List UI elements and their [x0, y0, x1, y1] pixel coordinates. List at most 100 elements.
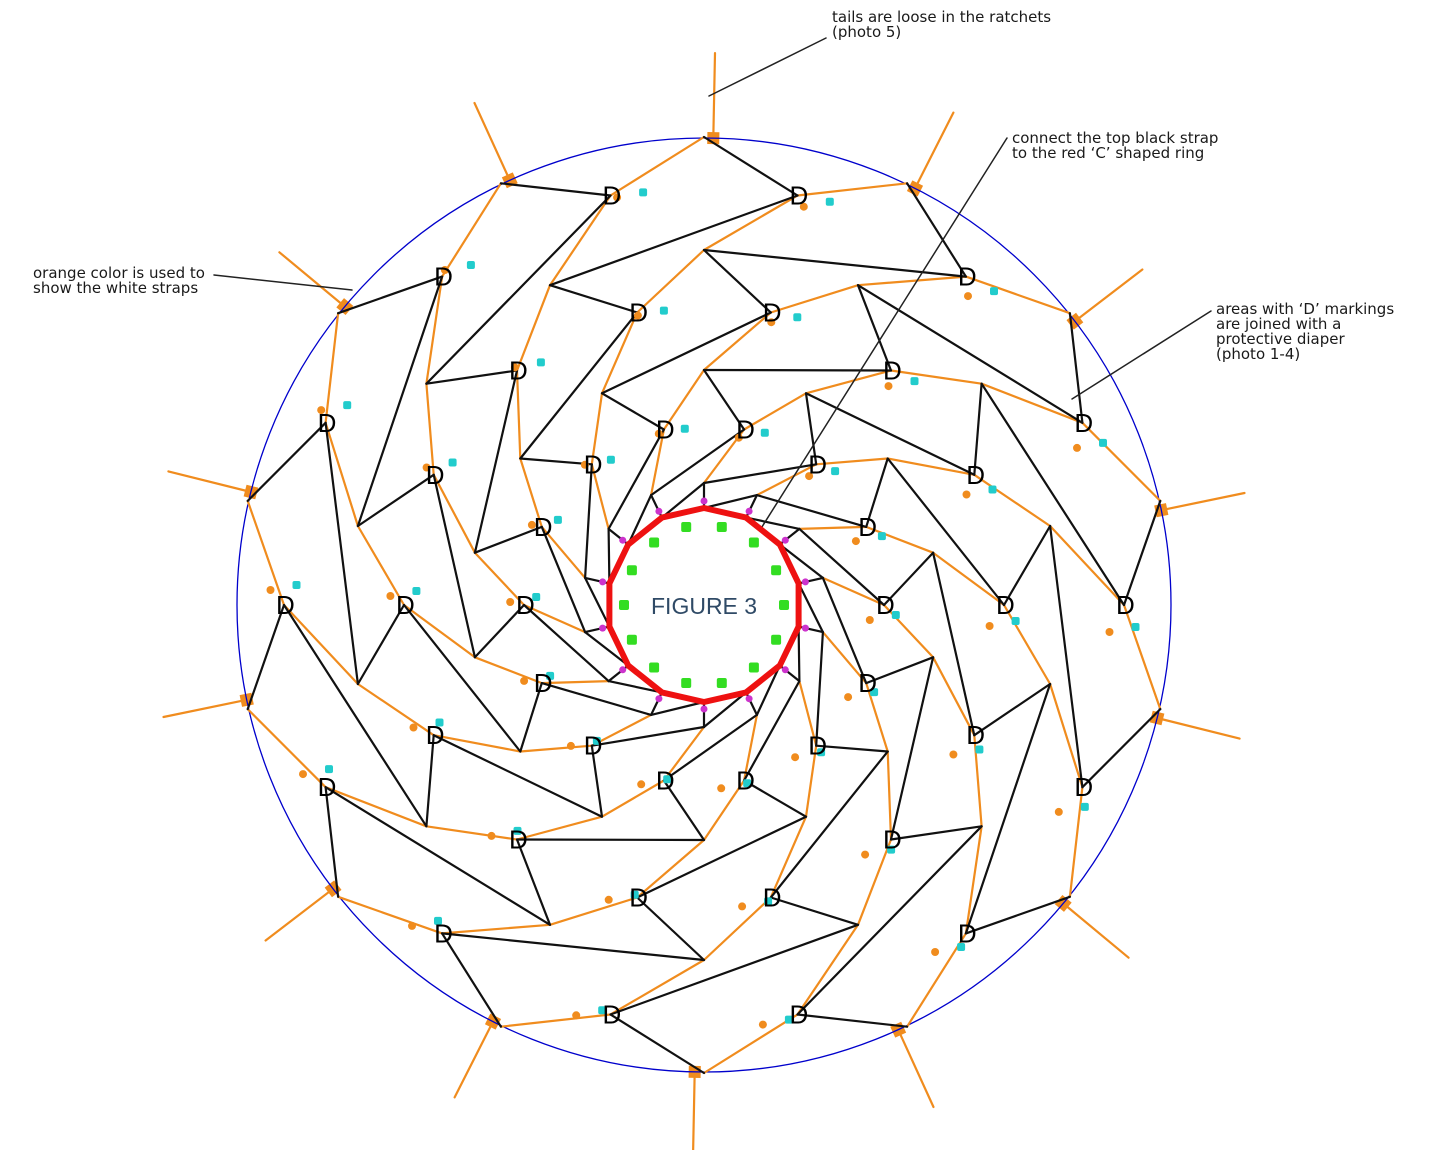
d-marking: D [858, 512, 877, 542]
strap-segment [798, 527, 886, 607]
strap-segment [590, 392, 604, 466]
diaper-tag-icon [910, 377, 919, 386]
strap-segment [797, 625, 801, 683]
d-marking: D [509, 356, 528, 386]
d-marking: D [426, 460, 445, 490]
strap-tag-icon [506, 598, 515, 606]
d-marking: D [534, 512, 553, 542]
diaper-tag-icon [870, 688, 879, 697]
strap-tag-icon [604, 895, 613, 904]
diaper-tag-icon [592, 736, 601, 745]
ring-clip-icon [748, 662, 759, 673]
diaper-tag-icon [825, 197, 834, 206]
strap-segment [973, 473, 1052, 528]
strap-segment [702, 494, 759, 510]
strap-segment [778, 543, 825, 580]
strap-segment [627, 494, 653, 546]
diaper-tag-icon [990, 287, 998, 296]
diaper-tag-icon [764, 897, 773, 906]
strap-segment [865, 681, 889, 753]
d-marking: D [790, 1000, 809, 1030]
strap-tag-icon [985, 622, 994, 630]
strap-segment [796, 923, 860, 1016]
strap-segment [609, 1013, 706, 1075]
strap-segment [356, 603, 406, 686]
ratchet-tail [453, 1020, 495, 1099]
d-marking: D [1116, 590, 1135, 620]
diaper-tag-icon [680, 424, 689, 433]
strap-segment [856, 284, 893, 372]
strap-segment [600, 779, 666, 818]
strap-segment [889, 825, 983, 841]
ring-clip-icon [681, 522, 692, 532]
d-marking: D [996, 590, 1015, 620]
strap-segment [548, 896, 639, 926]
ring-clip-icon [649, 662, 660, 673]
strap-segment [702, 779, 746, 842]
strap-tag-icon [510, 363, 519, 372]
d-marking: D [966, 720, 985, 750]
strap-segment [356, 275, 444, 528]
strap-tag-icon [1054, 807, 1063, 816]
strap-segment [432, 473, 476, 554]
strap-segment [402, 603, 476, 659]
strap-segment [1122, 499, 1162, 607]
diaper-tag-icon [598, 1006, 607, 1015]
strap-tag-icon [266, 586, 275, 594]
strap-segment [441, 932, 706, 962]
strap-segment [798, 525, 868, 531]
strap-tag-icon [520, 676, 529, 685]
strap-segment [769, 815, 808, 899]
strap-segment [804, 744, 818, 818]
strap-tag-icon [422, 463, 431, 472]
strap-segment [337, 895, 444, 935]
strap-segment [755, 463, 818, 497]
ratchet-tail [1160, 491, 1246, 512]
d-marking: D [763, 883, 782, 913]
strap-segment [1002, 603, 1052, 686]
ring-clip-icon [716, 522, 727, 532]
strap-segment [742, 679, 801, 782]
strap-segment [821, 576, 886, 607]
strap-segment [583, 630, 630, 667]
strap-segment [522, 603, 610, 683]
ring-clip-icon [771, 634, 782, 645]
ring-clip-icon [681, 678, 692, 688]
d-marking: D [629, 883, 648, 913]
strap-tag-icon [717, 784, 726, 793]
strap-tag-icon [572, 1011, 581, 1020]
strap-segment [865, 656, 935, 685]
strap-segment [815, 457, 889, 466]
ring-clip-icon [626, 634, 637, 645]
ratchet-tail [167, 470, 252, 494]
d-marking: D [396, 590, 415, 620]
strap-segment [702, 311, 772, 372]
strap-segment [964, 825, 983, 935]
strap-segment [324, 312, 340, 424]
strap-tag-icon [299, 770, 307, 779]
ring-link-icon [619, 666, 627, 674]
d-marking: D [656, 766, 675, 796]
strap-segment [540, 525, 587, 580]
d-marking: D [958, 918, 977, 948]
strap-segment [432, 734, 604, 818]
strap-segment [931, 551, 976, 737]
strap-segment [660, 481, 706, 519]
diaper-tag-icon [343, 401, 352, 410]
ring-link-icon [700, 497, 708, 505]
diaper-tag-icon [553, 515, 562, 524]
strap-segment [432, 473, 476, 659]
strap-tag-icon [931, 948, 940, 956]
ratchet-tail [1062, 902, 1130, 959]
strap-tag-icon [851, 537, 860, 546]
strap-tag-icon [734, 433, 743, 442]
ring-clip-icon [748, 537, 759, 548]
strap-segment [865, 525, 935, 554]
strap-tag-icon [861, 850, 870, 859]
d-marking: D [736, 415, 755, 445]
strap-segment [804, 369, 893, 395]
strap-segment [515, 838, 552, 926]
d-marking: D [434, 262, 453, 292]
diaper-tag-icon [435, 718, 444, 727]
